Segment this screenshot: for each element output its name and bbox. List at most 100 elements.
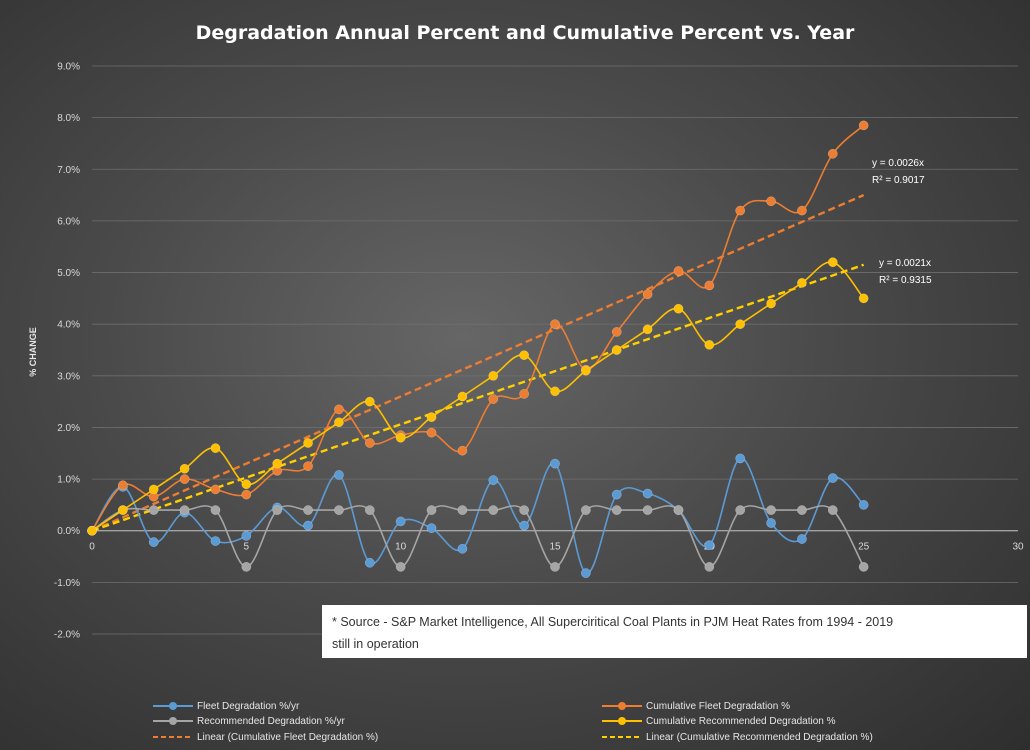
y-tick-label: 5.0% bbox=[57, 268, 80, 279]
data-point-recommended-annual bbox=[426, 505, 437, 515]
x-tick-label: 10 bbox=[395, 542, 407, 553]
y-tick-label: 8.0% bbox=[57, 113, 80, 124]
data-point-fleet-cumulative bbox=[303, 461, 313, 472]
data-point-recommended-cumulative bbox=[272, 458, 283, 469]
data-point-recommended-annual bbox=[395, 562, 406, 572]
data-point-recommended-cumulative bbox=[673, 303, 684, 314]
data-point-recommended-cumulative bbox=[457, 391, 468, 402]
legend-label: Linear (Cumulative Recommended Degradati… bbox=[646, 732, 873, 743]
legend-label: Fleet Degradation %/yr bbox=[197, 701, 300, 712]
x-tick-label: 30 bbox=[1012, 542, 1024, 553]
data-point-fleet-cumulative bbox=[426, 427, 437, 438]
data-point-fleet-annual bbox=[488, 475, 499, 485]
legend-label: Recommended Degradation %/yr bbox=[197, 716, 346, 727]
data-point-fleet-annual bbox=[457, 543, 468, 554]
data-point-recommended-cumulative bbox=[118, 505, 128, 515]
data-point-recommended-annual bbox=[827, 505, 838, 515]
data-point-fleet-annual bbox=[766, 518, 776, 528]
data-point-recommended-cumulative bbox=[519, 350, 529, 361]
data-point-fleet-cumulative bbox=[457, 445, 468, 456]
data-point-fleet-cumulative bbox=[519, 389, 529, 399]
x-tick-label: 5 bbox=[244, 542, 250, 553]
data-point-recommended-cumulative bbox=[735, 319, 746, 330]
data-point-fleet-annual bbox=[364, 557, 375, 568]
data-point-recommended-annual bbox=[642, 505, 653, 515]
data-point-fleet-annual bbox=[519, 520, 529, 531]
y-tick-label: 2.0% bbox=[57, 423, 80, 434]
data-point-recommended-cumulative bbox=[87, 525, 97, 536]
y-tick-label: -1.0% bbox=[54, 578, 80, 589]
y-tick-label: 6.0% bbox=[57, 216, 80, 227]
data-point-fleet-annual bbox=[148, 537, 159, 547]
trend-fleet-equation: y = 0.0026x bbox=[872, 158, 924, 169]
data-point-recommended-cumulative bbox=[704, 339, 715, 350]
data-point-recommended-cumulative bbox=[488, 370, 499, 381]
data-point-recommended-annual bbox=[334, 505, 344, 515]
y-tick-label: 9.0% bbox=[57, 62, 80, 73]
data-point-fleet-cumulative bbox=[179, 474, 190, 484]
data-point-recommended-cumulative bbox=[334, 417, 344, 428]
data-point-fleet-annual bbox=[797, 534, 807, 544]
data-point-fleet-cumulative bbox=[642, 289, 653, 300]
data-point-recommended-cumulative bbox=[241, 479, 252, 490]
data-point-recommended-cumulative bbox=[395, 432, 406, 443]
source-note-box bbox=[322, 605, 1027, 658]
data-point-fleet-cumulative bbox=[827, 148, 838, 159]
data-point-recommended-cumulative bbox=[611, 345, 622, 355]
data-point-fleet-cumulative bbox=[611, 327, 622, 337]
data-point-fleet-annual bbox=[581, 568, 591, 578]
data-point-fleet-annual bbox=[858, 500, 869, 510]
data-point-fleet-annual bbox=[827, 473, 838, 483]
data-point-recommended-annual bbox=[364, 505, 375, 515]
data-point-fleet-cumulative bbox=[673, 266, 684, 276]
data-point-recommended-annual bbox=[519, 505, 529, 515]
data-point-recommended-cumulative bbox=[210, 443, 221, 453]
data-point-recommended-cumulative bbox=[148, 484, 159, 495]
data-point-recommended-cumulative bbox=[827, 257, 838, 268]
data-point-fleet-cumulative bbox=[241, 489, 252, 500]
data-point-recommended-cumulative bbox=[797, 278, 807, 288]
trend-recommended-r2: R² = 0.9315 bbox=[879, 275, 932, 286]
series-line-recommended-annual bbox=[91, 505, 865, 568]
legend-swatch-marker bbox=[169, 702, 177, 710]
data-point-recommended-cumulative bbox=[179, 463, 190, 474]
y-tick-label: -2.0% bbox=[54, 630, 80, 641]
legend-item-fleet-linear: Linear (Cumulative Fleet Degradation %) bbox=[153, 732, 378, 743]
data-point-fleet-annual bbox=[210, 536, 221, 546]
data-point-fleet-cumulative bbox=[488, 394, 499, 404]
data-point-recommended-cumulative bbox=[581, 365, 591, 376]
gridlines bbox=[92, 65, 1018, 635]
legend-item-recommended-linear: Linear (Cumulative Recommended Degradati… bbox=[602, 732, 873, 743]
y-tick-label: 1.0% bbox=[57, 475, 80, 486]
trend-fleet-r2: R² = 0.9017 bbox=[872, 175, 925, 186]
legend-swatch-marker bbox=[169, 717, 177, 725]
data-point-fleet-annual bbox=[426, 523, 437, 533]
data-point-fleet-annual bbox=[550, 458, 560, 469]
data-point-fleet-cumulative bbox=[797, 205, 807, 216]
data-point-recommended-annual bbox=[550, 562, 560, 572]
source-note: * Source - S&P Market Intelligence, All … bbox=[322, 605, 1027, 658]
data-points bbox=[87, 120, 869, 578]
data-point-fleet-cumulative bbox=[364, 438, 375, 448]
data-point-recommended-annual bbox=[735, 505, 746, 515]
data-point-recommended-cumulative bbox=[642, 324, 653, 335]
data-point-recommended-annual bbox=[457, 505, 468, 515]
legend-swatch-marker bbox=[618, 717, 626, 725]
data-point-fleet-cumulative bbox=[210, 484, 221, 495]
data-point-fleet-cumulative bbox=[334, 404, 344, 415]
data-point-fleet-cumulative bbox=[858, 120, 869, 131]
data-point-recommended-annual bbox=[272, 505, 283, 515]
chart-title: Degradation Annual Percent and Cumulativ… bbox=[196, 22, 855, 44]
legend-label: Cumulative Fleet Degradation % bbox=[646, 701, 790, 712]
data-point-fleet-cumulative bbox=[118, 480, 128, 491]
data-point-recommended-cumulative bbox=[766, 298, 776, 309]
y-tick-label: 4.0% bbox=[57, 320, 80, 331]
x-tick-label: 25 bbox=[858, 542, 870, 553]
data-point-recommended-annual bbox=[704, 562, 715, 572]
y-tick-label: 3.0% bbox=[57, 371, 80, 382]
data-point-recommended-cumulative bbox=[858, 293, 869, 304]
trendline-recommended bbox=[91, 263, 865, 532]
legend: Fleet Degradation %/yr Recommended Degra… bbox=[153, 701, 873, 743]
data-point-fleet-cumulative bbox=[766, 196, 776, 207]
legend-item-fleet-annual: Fleet Degradation %/yr bbox=[153, 701, 300, 712]
